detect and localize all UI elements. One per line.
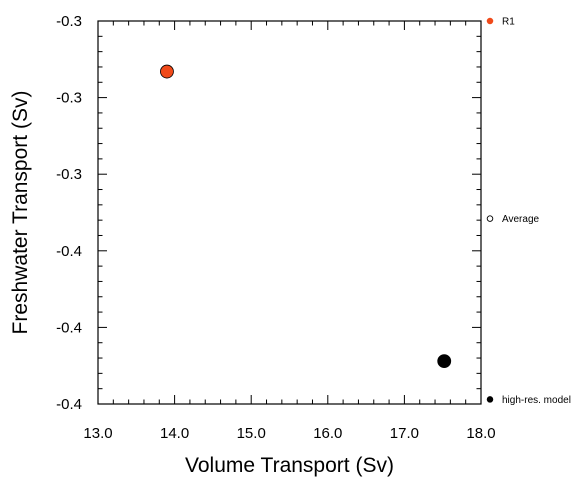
y-axis-label: Freshwater Transport (Sv) [9,91,32,335]
y-tick-label: -0.4 [56,319,82,336]
x-tick-label: 15.0 [237,425,266,442]
y-tick-label: -0.4 [56,243,82,260]
legend: R1 Average high-res. model [486,17,571,406]
plot-frame [97,20,482,405]
data-point [437,354,452,369]
tick-marks [97,20,482,405]
data-points [160,64,452,369]
data-point [160,64,174,79]
x-tick-label: 14.0 [160,425,189,442]
legend-label: R1 [502,17,515,28]
legend-marker [486,396,494,403]
axes [97,20,482,405]
x-tick-label: 17.0 [390,425,419,442]
legend-label: high-res. model [502,395,571,406]
y-tick-label: -0.4 [56,396,82,413]
x-tick-label: 13.0 [83,425,112,442]
legend-marker [486,17,494,25]
x-tick-label: 16.0 [313,425,342,442]
x-tick-label: 18.0 [466,425,495,442]
legend-marker [486,215,494,222]
y-tick-label: -0.3 [56,166,82,183]
tick-labels: 13.0 14.0 15.0 16.0 17.0 18.0 -0.3 -0.3 -0.3 -0.4… [56,13,495,442]
legend-label: Average [502,214,540,225]
y-tick-label: -0.3 [56,13,82,30]
y-tick-label: -0.3 [56,90,82,107]
x-axis-label: Volume Transport (Sv) [185,454,394,477]
